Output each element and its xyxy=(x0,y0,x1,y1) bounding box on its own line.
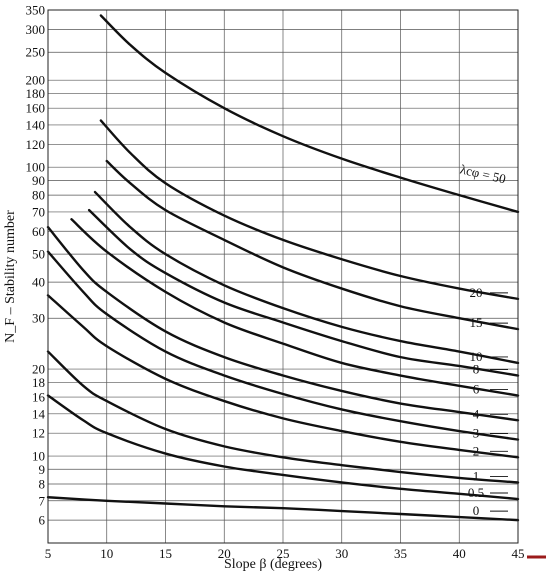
y-tick-label: 12 xyxy=(32,426,45,441)
x-tick-label: 30 xyxy=(335,546,348,561)
curve-lambda-c-50 xyxy=(99,14,520,214)
curve-label-0-5: 0.5 xyxy=(468,485,484,500)
curve-labels: λcφ = 50 20 15 108 6 4 3 2 1 0.5 0 xyxy=(459,161,508,518)
y-tick-label: 80 xyxy=(32,188,45,203)
y-tick-label: 100 xyxy=(26,160,46,175)
x-tick-label: 15 xyxy=(159,546,172,561)
x-axis-title: Slope β (degrees) xyxy=(224,557,322,572)
y-tick-label: 9 xyxy=(39,462,46,477)
plot-frame xyxy=(47,9,519,544)
curve-lambda-4 xyxy=(46,225,520,422)
x-tick-label: 40 xyxy=(453,546,466,561)
y-tick-label: 300 xyxy=(26,22,46,37)
curve-label-6: 6 xyxy=(473,382,480,397)
y-tick-label: 160 xyxy=(26,101,46,116)
y-tick-label: 7 xyxy=(39,493,46,508)
y-tick-label: 140 xyxy=(26,117,46,132)
x-axis-ticks: 5 10 15 20 25 30 35 40 45 xyxy=(45,546,525,561)
y-tick-label: 90 xyxy=(32,173,45,188)
x-tick-label: 5 xyxy=(45,546,52,561)
curve-lambda-6 xyxy=(70,218,520,397)
y-tick-label: 350 xyxy=(26,3,46,18)
curve-label-c-50: λcφ = 50 xyxy=(459,161,508,186)
y-tick-label: 14 xyxy=(32,406,46,421)
curve-lambda-20 xyxy=(99,119,520,301)
curve-lambda-15 xyxy=(105,159,520,331)
y-tick-label: 250 xyxy=(26,45,46,60)
y-tick-label: 10 xyxy=(32,449,45,464)
y-tick-label: 180 xyxy=(26,86,46,101)
x-tick-label: 35 xyxy=(394,546,407,561)
y-tick-label: 8 xyxy=(39,477,46,492)
grid xyxy=(47,9,519,543)
x-tick-label: 20 xyxy=(218,546,231,561)
x-tick-label: 45 xyxy=(512,546,525,561)
y-tick-label: 50 xyxy=(32,247,45,262)
curve-label-0: 0 xyxy=(473,503,480,518)
curve-label-4: 4 xyxy=(473,406,480,421)
curve-lambda-3 xyxy=(46,250,520,441)
y-tick-label: 30 xyxy=(32,311,45,326)
curve-label-1: 1 xyxy=(473,468,480,483)
curve-label-2: 2 xyxy=(473,443,480,458)
curve-label-20: 20 xyxy=(470,285,483,300)
curve-lambda-1 xyxy=(46,350,520,484)
y-tick-label: 18 xyxy=(32,375,45,390)
y-tick-label: 40 xyxy=(32,275,45,290)
y-axis-title: N_F – Stability number xyxy=(3,210,18,343)
y-tick-label: 6 xyxy=(39,513,46,528)
curve-lambda-0 xyxy=(46,496,520,522)
curve-label-3: 3 xyxy=(473,426,480,441)
y-tick-label: 120 xyxy=(26,137,46,152)
x-tick-label: 10 xyxy=(100,546,113,561)
curve-label-8: 8 xyxy=(473,362,480,377)
y-tick-label: 200 xyxy=(26,73,46,88)
curve-lambda-2 xyxy=(46,294,520,459)
curve-lambda-8 xyxy=(87,208,520,377)
y-tick-label: 60 xyxy=(32,224,45,239)
curves xyxy=(46,14,520,522)
y-tick-label: 20 xyxy=(32,362,45,377)
curve-label-15: 15 xyxy=(470,315,483,330)
y-axis-ticks: 6789101214161820304050607080901001201401… xyxy=(26,3,46,528)
y-tick-label: 70 xyxy=(32,204,45,219)
curve-label-10: 10 xyxy=(470,349,483,364)
y-tick-label: 16 xyxy=(32,390,46,405)
x-tick-label: 25 xyxy=(277,546,290,561)
curve-lambda-0-5 xyxy=(46,394,520,501)
curve-lambda-10 xyxy=(93,190,520,365)
